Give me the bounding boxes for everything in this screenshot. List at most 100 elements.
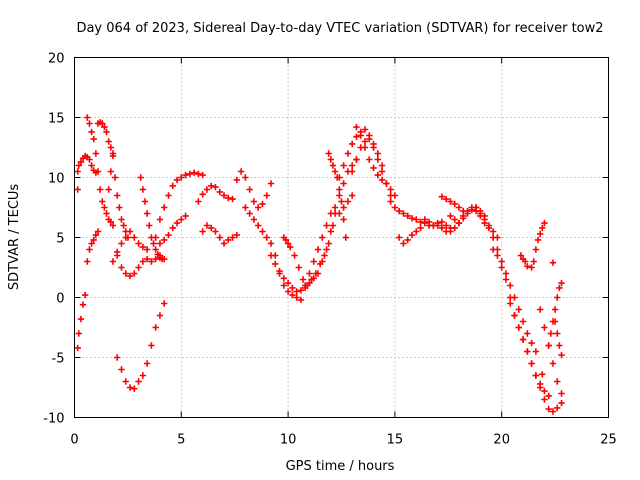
data-point	[408, 231, 416, 239]
data-point	[216, 234, 223, 241]
data-point	[551, 318, 559, 325]
data-point	[502, 270, 510, 277]
data-point	[361, 144, 369, 151]
data-point	[156, 216, 164, 223]
series-arc-g	[114, 300, 168, 392]
data-point	[329, 222, 337, 229]
data-point	[169, 224, 176, 232]
data-point	[94, 168, 102, 175]
data-point	[485, 222, 493, 229]
data-point	[539, 371, 546, 378]
data-point	[90, 135, 97, 143]
data-point	[400, 210, 407, 217]
data-point	[558, 351, 565, 359]
data-point	[79, 301, 87, 308]
data-point	[90, 236, 97, 244]
data-point	[259, 200, 266, 208]
data-point	[340, 180, 347, 187]
data-point	[336, 192, 343, 199]
data-point	[103, 128, 110, 136]
data-point	[282, 236, 290, 244]
series-arc-y	[395, 224, 424, 247]
data-point	[534, 236, 542, 244]
data-point	[284, 240, 292, 247]
data-point	[161, 236, 168, 244]
data-point	[101, 204, 108, 211]
data-point	[417, 218, 424, 226]
data-point	[507, 300, 514, 307]
y-tick-label: 15	[48, 112, 65, 127]
data-point	[77, 315, 85, 323]
data-point	[74, 344, 81, 352]
data-point	[314, 246, 322, 253]
y-tick-label: 5	[56, 232, 64, 247]
data-point	[391, 204, 399, 211]
data-point	[109, 152, 117, 160]
series-arc-h	[114, 252, 164, 280]
data-point	[413, 216, 420, 223]
data-point	[250, 198, 258, 205]
data-point	[321, 252, 328, 259]
data-point	[291, 252, 298, 259]
data-point	[472, 204, 480, 211]
data-point	[143, 246, 151, 253]
data-point	[558, 279, 565, 287]
data-point	[233, 176, 241, 184]
data-point	[131, 234, 138, 241]
data-point	[131, 270, 138, 277]
data-point	[178, 174, 185, 181]
data-point	[86, 156, 93, 163]
data-point	[556, 342, 563, 349]
data-point	[541, 396, 548, 403]
data-point	[524, 348, 531, 355]
series-arc-a	[74, 228, 102, 352]
series-arc-v	[348, 135, 386, 175]
series-arc-o	[242, 204, 305, 304]
data-point	[515, 324, 522, 331]
data-point	[242, 204, 249, 211]
data-point	[545, 392, 552, 400]
data-point	[558, 399, 565, 407]
data-point	[122, 234, 129, 241]
series-arc-m	[199, 222, 241, 247]
data-point	[96, 186, 104, 193]
data-point	[323, 222, 330, 229]
data-point	[306, 270, 313, 277]
data-point	[539, 224, 546, 232]
data-point	[92, 231, 100, 239]
series-arc-k	[152, 212, 189, 247]
data-point	[366, 156, 373, 163]
data-point	[545, 405, 552, 413]
data-point	[344, 150, 352, 157]
data-point	[336, 210, 343, 217]
data-point	[105, 186, 112, 193]
data-point	[81, 291, 89, 299]
data-point	[378, 168, 386, 175]
data-point	[212, 228, 219, 235]
data-point	[267, 252, 275, 259]
data-point	[451, 216, 458, 223]
data-point	[515, 306, 522, 313]
data-point	[425, 218, 433, 226]
data-point	[220, 240, 228, 247]
chart-title: Day 064 of 2023, Sidereal Day-to-day VTE…	[76, 21, 603, 36]
data-point	[536, 384, 544, 391]
data-point	[178, 216, 185, 223]
data-point	[554, 294, 561, 301]
data-point	[118, 366, 125, 373]
data-point	[545, 342, 552, 349]
x-tick-label: 20	[493, 433, 510, 448]
data-point	[421, 216, 429, 223]
data-point	[378, 176, 386, 184]
data-point	[297, 296, 305, 304]
data-point	[336, 174, 343, 181]
series-arc-ac	[472, 204, 540, 355]
data-point	[447, 198, 454, 205]
data-point	[195, 198, 202, 205]
data-point	[118, 264, 125, 271]
data-point	[250, 216, 258, 223]
data-point	[308, 276, 315, 283]
data-point	[310, 258, 317, 265]
x-tick-label: 15	[387, 433, 404, 448]
data-point	[558, 390, 565, 397]
